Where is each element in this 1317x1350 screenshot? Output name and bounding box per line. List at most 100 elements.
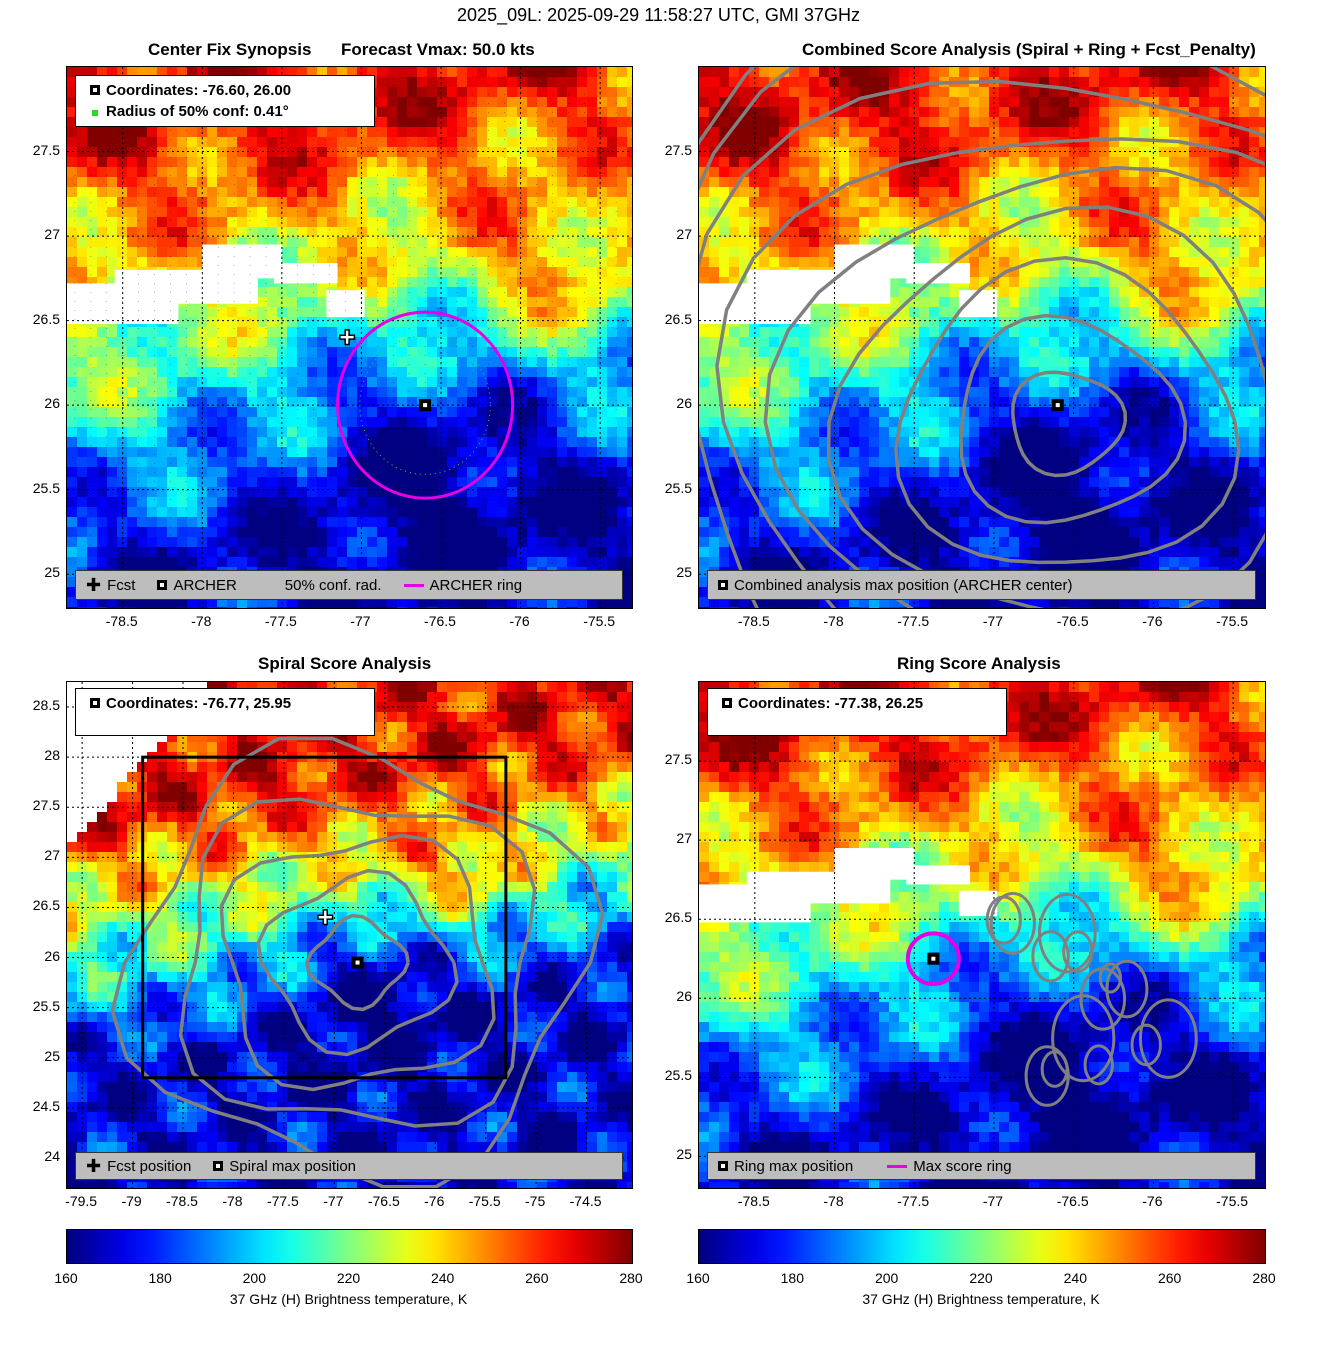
y-tick-label: 27 xyxy=(676,226,692,243)
y-tick-label: 28 xyxy=(44,747,60,764)
x-tick-label: -75.5 xyxy=(583,613,616,629)
colorbar-left xyxy=(66,1229,633,1264)
contour-line xyxy=(715,137,1265,608)
contour-line xyxy=(219,833,496,1092)
ring-info-box: Coordinates: -77.38, 26.25 xyxy=(707,688,1007,736)
contour-line xyxy=(959,313,1188,525)
combined-plot: Combined analysis max position (ARCHER c… xyxy=(698,66,1266,609)
colorbar-tick-label: 280 xyxy=(1252,1270,1276,1286)
y-tick-label: 27.5 xyxy=(664,141,692,158)
y-tick-label: 26 xyxy=(676,988,692,1005)
synopsis-map: ✚ xyxy=(67,67,632,608)
archer-ring xyxy=(336,310,515,500)
max-position-marker xyxy=(351,956,364,969)
colorbar-tick-label: 240 xyxy=(430,1270,455,1286)
y-tick-label: 24.5 xyxy=(32,1097,60,1114)
colorbar-tick-label: 260 xyxy=(525,1270,549,1286)
green-dot-icon xyxy=(92,110,98,116)
ring-plot: Coordinates: -77.38, 26.25 Ring max posi… xyxy=(698,681,1266,1189)
synopsis-radius: Radius of 50% conf: 0.41° xyxy=(106,103,289,120)
x-tick-label: -77.5 xyxy=(897,1193,930,1209)
legend-fcst: Fcst xyxy=(107,576,136,594)
max-position-marker xyxy=(927,952,940,965)
contour-line xyxy=(1037,893,1097,974)
fcst-marker: ✚ xyxy=(317,907,334,929)
x-tick-label: -77.5 xyxy=(264,613,297,629)
y-tick-label: 25 xyxy=(44,564,60,581)
square-marker-icon xyxy=(718,1161,728,1171)
y-tick-label: 26.5 xyxy=(32,897,60,914)
synopsis-vmax-title: Forecast Vmax: 50.0 kts xyxy=(341,40,535,59)
contour-line xyxy=(1138,998,1198,1079)
colorbar-tick-label: 180 xyxy=(148,1270,172,1286)
plus-marker-icon: ✚ xyxy=(86,1156,102,1176)
x-tick-label: -75.5 xyxy=(1216,1193,1249,1209)
magenta-line-icon xyxy=(887,1164,908,1168)
combined-map xyxy=(699,67,1265,608)
contour-line xyxy=(1051,994,1116,1083)
page-title: 2025_09L: 2025-09-29 11:58:27 UTC, GMI 3… xyxy=(457,5,860,25)
x-tick-label: -76 xyxy=(509,613,530,629)
contour-line xyxy=(989,891,1036,955)
x-tick-label: -76.5 xyxy=(424,613,456,629)
colorbar-left-label: 37 GHz (H) Brightness temperature, K xyxy=(229,1291,468,1307)
x-tick-label: -77.5 xyxy=(897,613,930,629)
x-tick-label: -78.5 xyxy=(166,1193,198,1209)
spiral-info-box: Coordinates: -76.77, 25.95 xyxy=(75,688,375,736)
spiral-title: Spiral Score Analysis xyxy=(258,654,432,673)
y-tick-label: 26.5 xyxy=(664,310,692,327)
colorbar-tick-label: 220 xyxy=(969,1270,993,1286)
spiral-map: ✚ xyxy=(67,682,632,1188)
contour-line xyxy=(178,797,537,1128)
score-contours xyxy=(699,67,1265,608)
colorbar-right xyxy=(698,1229,1266,1264)
max-score-ring xyxy=(905,931,961,987)
colorbar-tick-label: 200 xyxy=(874,1270,899,1286)
square-marker-icon xyxy=(213,1161,224,1171)
x-tick-label: -77 xyxy=(350,613,371,629)
y-tick-label: 26 xyxy=(44,947,60,964)
y-tick-label: 26 xyxy=(676,395,692,412)
ring-legend: Ring max position Max score ring xyxy=(707,1152,1256,1180)
spiral-legend: ✚ Fcst position Spiral max position xyxy=(75,1152,623,1180)
x-tick-label: -75 xyxy=(525,1193,546,1209)
colorbar-right-label: 37 GHz (H) Brightness temperature, K xyxy=(862,1291,1100,1307)
legend-archer-ring: ARCHER ring xyxy=(429,576,523,594)
y-tick-label: 25 xyxy=(676,1146,692,1163)
x-tick-label: -75.5 xyxy=(468,1193,501,1209)
x-tick-label: -78.5 xyxy=(105,613,138,629)
x-tick-label: -78 xyxy=(823,613,844,629)
legend-conf-rad: 50% conf. rad. xyxy=(284,576,382,594)
synopsis-legend: ✚ Fcst ARCHER 50% conf. rad. ARCHER ring xyxy=(75,570,623,600)
contour-line xyxy=(699,79,1265,608)
x-tick-label: -77 xyxy=(982,1193,1004,1209)
confidence-radius xyxy=(359,335,491,475)
ring-coordinates: Coordinates: -77.38, 26.25 xyxy=(738,695,924,712)
gridlines xyxy=(67,682,632,1188)
ring-title: Ring Score Analysis xyxy=(897,654,1061,673)
contour-line xyxy=(305,913,410,1012)
square-marker-icon xyxy=(722,698,732,708)
x-tick-label: -77.5 xyxy=(266,1193,299,1209)
y-tick-label: 27.5 xyxy=(664,751,692,768)
y-tick-label: 27 xyxy=(44,847,60,864)
y-tick-label: 27 xyxy=(676,830,692,847)
square-marker-icon xyxy=(157,580,168,590)
colorbar-tick-label: 240 xyxy=(1063,1270,1087,1286)
colorbar-tick-label: 260 xyxy=(1157,1270,1182,1286)
contour-line xyxy=(1062,930,1094,973)
heatmap-cells xyxy=(699,682,1265,1188)
colorbar-tick-label: 220 xyxy=(336,1270,361,1286)
x-tick-label: -76 xyxy=(1142,613,1163,629)
synopsis-coordinates: Coordinates: -76.60, 26.00 xyxy=(106,82,292,99)
spiral-plot: ✚ Coordinates: -76.77, 25.95 ✚ Fcst posit… xyxy=(66,681,633,1189)
y-tick-label: 25.5 xyxy=(664,1067,692,1084)
x-tick-label: -76.5 xyxy=(367,1193,400,1209)
x-tick-label: -76.5 xyxy=(1056,613,1089,629)
x-tick-label: -76.5 xyxy=(1056,1193,1089,1209)
colorbar-tick-label: 280 xyxy=(619,1270,643,1286)
y-tick-label: 25 xyxy=(44,1047,60,1064)
contour-line xyxy=(826,205,1265,608)
synopsis-plot: ✚ Coordinates: -76.60, 26.00 Radius of 5… xyxy=(66,66,633,609)
x-tick-label: -77 xyxy=(982,613,1004,629)
